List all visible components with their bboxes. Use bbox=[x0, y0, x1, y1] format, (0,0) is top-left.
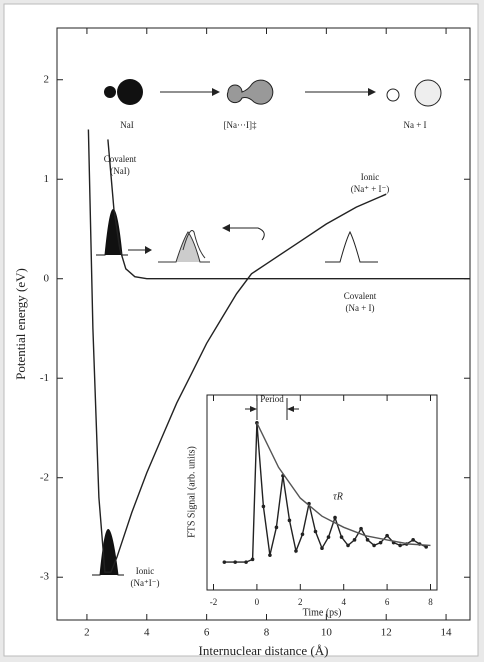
period-marker bbox=[245, 398, 299, 420]
annotation: Ionic bbox=[136, 566, 155, 576]
annotation: Covalent bbox=[344, 291, 377, 301]
molecule-icons bbox=[104, 79, 442, 107]
data-point bbox=[378, 540, 383, 545]
data-point bbox=[326, 535, 331, 539]
data-point bbox=[333, 515, 337, 520]
x-tick-label: 4 bbox=[341, 597, 346, 607]
y-tick-label: 1 bbox=[44, 173, 50, 185]
data-point bbox=[359, 526, 363, 531]
tau-label: τR bbox=[333, 491, 343, 502]
y-tick-label: 0 bbox=[44, 272, 50, 284]
x-tick-label: 8 bbox=[428, 597, 433, 607]
annotation: Covalent bbox=[104, 154, 137, 164]
x-tick-label: 2 bbox=[84, 627, 90, 639]
data-point bbox=[339, 535, 344, 539]
data-point bbox=[294, 549, 298, 553]
x-tick-label: 8 bbox=[264, 627, 270, 639]
data-point bbox=[261, 504, 266, 509]
species-label: [Na···I]‡ bbox=[224, 120, 257, 130]
data-point bbox=[398, 543, 402, 548]
x-tick-label: 4 bbox=[144, 627, 150, 639]
data-point bbox=[411, 538, 415, 542]
x-tick-label: 2 bbox=[298, 597, 303, 607]
x-tick-label: 6 bbox=[204, 627, 210, 639]
y-tick-label: -1 bbox=[40, 372, 49, 384]
data-point bbox=[268, 553, 272, 557]
data-point bbox=[372, 543, 376, 548]
annotation: (Na + I) bbox=[345, 303, 374, 313]
x-axis-label: Internuclear distance (Å) bbox=[199, 643, 329, 658]
y-tick-label: -3 bbox=[40, 571, 50, 583]
period-label: Period bbox=[260, 394, 284, 404]
data-point bbox=[365, 538, 370, 542]
x-tick-label: 12 bbox=[381, 627, 392, 639]
inset-frame bbox=[206, 394, 438, 591]
data-point bbox=[250, 557, 255, 562]
data-point bbox=[346, 543, 350, 548]
data-point bbox=[233, 560, 238, 564]
curve bbox=[256, 422, 431, 547]
curve bbox=[107, 139, 470, 280]
y-tick-label: 2 bbox=[44, 73, 50, 85]
x-tick-label: -2 bbox=[210, 597, 218, 607]
data-point bbox=[244, 560, 248, 564]
annotation: (NaI) bbox=[110, 166, 130, 176]
wavepackets bbox=[92, 209, 378, 576]
data-point bbox=[424, 545, 428, 549]
data-point bbox=[352, 538, 357, 542]
x-tick-label: 6 bbox=[385, 597, 390, 607]
curve bbox=[87, 129, 387, 573]
data-point bbox=[274, 525, 279, 530]
y-tick-label: -2 bbox=[40, 471, 49, 483]
annotation: Ionic bbox=[361, 172, 380, 182]
data-point bbox=[222, 560, 227, 564]
figure-background bbox=[3, 3, 479, 657]
data-point bbox=[287, 518, 292, 523]
species-label: Na + I bbox=[403, 120, 426, 130]
data-point bbox=[320, 546, 324, 551]
data-point bbox=[313, 529, 318, 534]
annotation: (Na⁺I⁻) bbox=[131, 578, 160, 588]
data-point bbox=[300, 532, 305, 537]
species-label: NaI bbox=[120, 120, 134, 130]
annotation: (Na⁺ + I⁻) bbox=[351, 184, 390, 194]
data-point bbox=[385, 533, 389, 538]
x-tick-label: 0 bbox=[255, 597, 260, 607]
x-axis-label: Time (ps) bbox=[303, 607, 342, 618]
x-tick-label: 10 bbox=[321, 627, 333, 639]
y-axis-label: Potential energy (eV) bbox=[13, 268, 28, 380]
y-axis-label: FTS Signal (arb. units) bbox=[186, 446, 197, 538]
plot-frame bbox=[56, 27, 471, 621]
x-tick-label: 14 bbox=[441, 627, 453, 639]
